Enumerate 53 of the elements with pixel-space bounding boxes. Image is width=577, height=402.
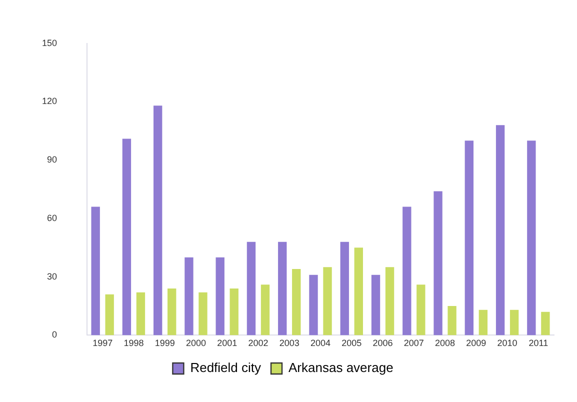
- bar: [340, 242, 349, 336]
- bar: [478, 310, 488, 336]
- bar: [292, 269, 301, 336]
- bar: [260, 284, 270, 336]
- y-tick-label: 120: [42, 96, 58, 106]
- legend-label: Redfield city: [190, 360, 262, 376]
- legend-label: Arkansas average: [288, 360, 394, 376]
- bar: [416, 284, 426, 336]
- bar: [246, 242, 256, 336]
- bar: [541, 312, 550, 336]
- bar: [496, 125, 505, 336]
- bar: [154, 106, 162, 336]
- bar: [464, 140, 474, 336]
- x-tick-label: 2001: [217, 338, 238, 348]
- bar: [91, 206, 100, 336]
- x-tick-label: 2005: [342, 338, 362, 348]
- bar: [323, 267, 332, 336]
- bar: [136, 292, 146, 336]
- bar: [184, 257, 194, 336]
- bar: [402, 206, 412, 336]
- x-tick-label: 2002: [248, 338, 268, 348]
- bar: [371, 274, 380, 336]
- x-tick-label: 2000: [186, 338, 206, 348]
- x-tick-label: 1997: [92, 338, 113, 348]
- x-tick-label: 2011: [528, 338, 548, 348]
- x-tick-label: 1998: [124, 338, 144, 348]
- x-tick-label: 2003: [279, 338, 300, 348]
- bar: [216, 257, 224, 336]
- y-tick-label: 30: [47, 271, 58, 282]
- bar: [168, 288, 176, 336]
- x-tick-label: 2009: [466, 338, 486, 348]
- x-tick-label: 2010: [497, 338, 518, 348]
- bar: [510, 310, 519, 336]
- x-tick-label: 2007: [404, 338, 424, 348]
- bar: [309, 274, 318, 336]
- bar: [434, 191, 442, 336]
- bar: [385, 267, 394, 336]
- y-tick-label: 90: [47, 154, 58, 165]
- y-tick-label: 60: [47, 212, 58, 223]
- bar: [122, 138, 132, 336]
- bar: [527, 140, 536, 336]
- y-tick-label: 150: [42, 38, 58, 48]
- bar: [354, 248, 363, 336]
- x-tick-label: 1999: [154, 338, 175, 348]
- bar: [198, 292, 208, 336]
- bar: [448, 306, 456, 336]
- bar: [105, 294, 114, 336]
- x-tick-label: 2008: [435, 338, 456, 348]
- x-tick-label: 2006: [372, 338, 393, 348]
- y-tick-label: 0: [52, 330, 58, 340]
- x-tick-label: 2004: [310, 338, 331, 348]
- bar: [278, 242, 287, 336]
- bar: [230, 288, 238, 336]
